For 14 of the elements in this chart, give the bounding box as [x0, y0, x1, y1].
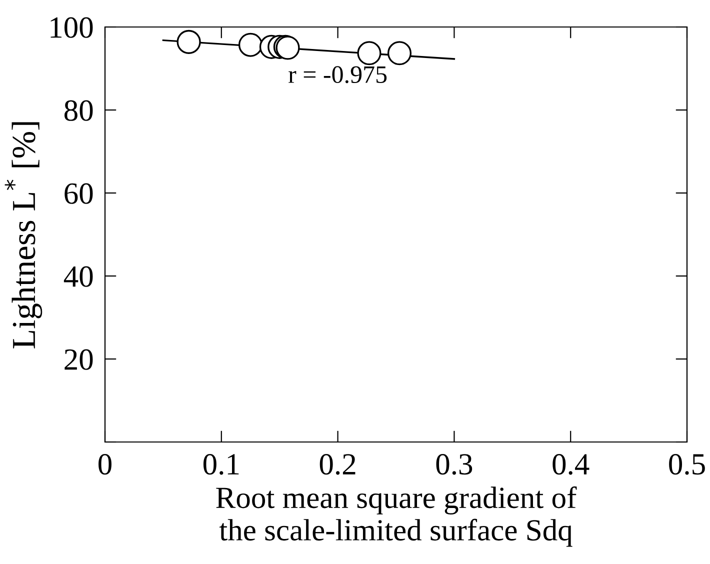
- x-tick-label: 0.2: [320, 454, 356, 475]
- y-tick-label: 40: [64, 266, 93, 287]
- y-tick-label: 60: [64, 183, 93, 204]
- x-tick-label: 0.1: [203, 454, 239, 475]
- y-tick-label: 20: [64, 349, 93, 370]
- y-tick-label: 100: [50, 17, 93, 38]
- y-tick-label: 80: [64, 100, 93, 121]
- x-tick-label: 0.3: [436, 454, 472, 475]
- x-tick-label: 0.5: [669, 454, 705, 475]
- y-axis-title: Lightness L$^{*}$ [%]: [4, 122, 42, 348]
- x-tick-label: 0.4: [552, 454, 590, 475]
- x-tick-label: 0: [98, 454, 112, 475]
- x-axis-title: Root mean square gradient of the scale-limited surface Sdq: [216, 486, 577, 547]
- annotation: r = -0.975: [288, 66, 387, 84]
